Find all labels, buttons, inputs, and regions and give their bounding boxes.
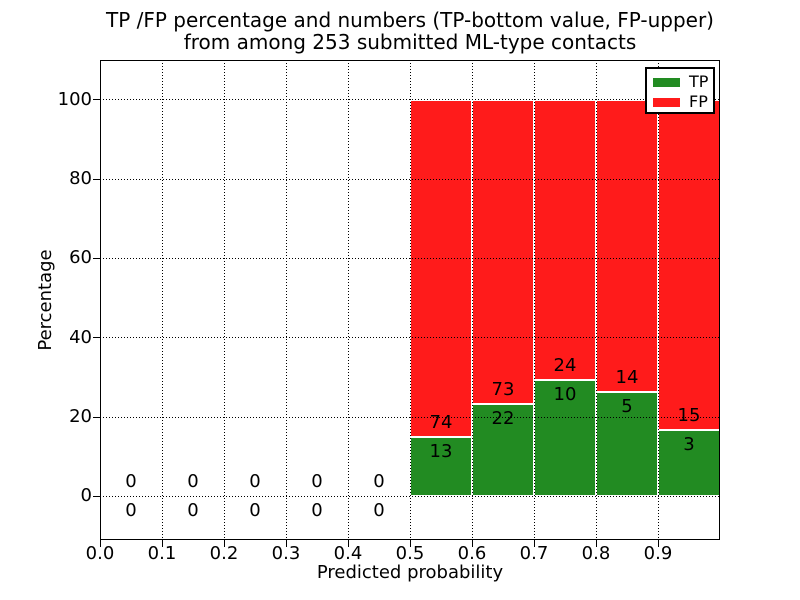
- bar-label-fp-count: 24: [553, 354, 577, 376]
- legend-row: TP: [653, 72, 713, 92]
- bar-segment-fp: [658, 99, 720, 431]
- bar-segment-fp: [534, 99, 596, 380]
- x-tick-label: 0.5: [395, 543, 425, 564]
- bar-label-fp-count: 14: [615, 366, 639, 388]
- x-axis-tick: [595, 540, 597, 547]
- legend-swatch-fp: [653, 97, 680, 107]
- x-tick-label: 0.7: [519, 543, 549, 564]
- x-tick-label: 0.3: [271, 543, 301, 564]
- x-axis-tick: [409, 540, 411, 547]
- gridline-vertical: [471, 60, 473, 540]
- bar-segment-fp: [596, 99, 658, 392]
- chart-title: TP /FP percentage and numbers (TP-bottom…: [100, 9, 720, 53]
- x-axis-tick: [657, 540, 659, 547]
- bar-label-tp-count: 0: [373, 500, 385, 522]
- gridline-vertical: [409, 60, 411, 540]
- x-tick-label: 0.2: [209, 543, 239, 564]
- gridline-horizontal: [100, 178, 720, 180]
- bar-label-tp-count: 13: [429, 441, 453, 463]
- bar-label-fp-count: 73: [491, 379, 515, 401]
- x-axis-tick: [471, 540, 473, 547]
- y-tick-label: 60: [69, 247, 92, 269]
- x-tick-label: 0.4: [333, 543, 363, 564]
- bar-segment-tp: [472, 404, 534, 497]
- y-tick-label: 80: [69, 168, 92, 189]
- gridline-horizontal: [100, 416, 720, 418]
- gridline-vertical: [161, 60, 163, 540]
- chart-title-line-1: TP /FP percentage and numbers (TP-bottom…: [106, 8, 714, 32]
- y-tick-label: 40: [69, 326, 92, 348]
- x-tick-label: 0.0: [85, 543, 115, 564]
- y-tick-label: 20: [69, 406, 92, 428]
- x-axis-tick: [161, 540, 163, 547]
- axes-frame: [100, 60, 720, 540]
- x-axis-tick: [347, 540, 349, 547]
- bar-label-fp-count: 74: [429, 412, 453, 434]
- y-axis-tick: [93, 257, 100, 259]
- x-axis-label: Predicted probability: [316, 562, 504, 583]
- gridline-horizontal: [100, 337, 720, 339]
- x-axis-tick: [533, 540, 535, 547]
- chart-title-line-2: from among 253 submitted ML-type contact…: [183, 30, 637, 54]
- legend-label: FP: [689, 92, 708, 111]
- gridline-vertical: [595, 60, 597, 540]
- y-axis-tick: [93, 99, 100, 101]
- bar-label-fp-count: 15: [677, 405, 701, 427]
- bar-label-fp-count: 0: [125, 471, 137, 493]
- bar-label-tp-count: 0: [125, 500, 137, 522]
- bar-label-tp-count: 10: [553, 383, 577, 405]
- y-axis-tick: [93, 416, 100, 418]
- gridline-vertical: [533, 60, 535, 540]
- y-axis-tick: [93, 178, 100, 180]
- gridline-vertical: [285, 60, 287, 540]
- x-tick-label: 0.6: [457, 543, 487, 564]
- bar-segment-tp: [658, 430, 720, 497]
- legend-box: TP FP: [645, 67, 715, 114]
- x-tick-label: 0.9: [643, 543, 673, 564]
- bar-segment-fp: [472, 99, 534, 405]
- gridline-vertical: [657, 60, 659, 540]
- x-tick-label: 0.1: [147, 543, 177, 564]
- y-axis-label: Percentage: [35, 249, 56, 351]
- gridline-horizontal: [100, 99, 720, 101]
- legend-label: TP: [689, 72, 709, 91]
- y-axis-tick: [93, 495, 100, 497]
- bar-label-fp-count: 0: [311, 471, 323, 493]
- y-tick-label: 100: [57, 88, 92, 110]
- x-axis-tick: [223, 540, 225, 547]
- y-axis-tick: [93, 337, 100, 339]
- x-tick-label: 0.8: [581, 543, 611, 564]
- gridline-vertical: [347, 60, 349, 540]
- bar-label-tp-count: 0: [311, 500, 323, 522]
- bar-label-fp-count: 0: [373, 471, 385, 493]
- bar-label-tp-count: 0: [249, 500, 261, 522]
- x-axis-tick: [285, 540, 287, 547]
- bar-label-fp-count: 0: [249, 471, 261, 493]
- gridline-horizontal: [100, 257, 720, 259]
- bar-label-tp-count: 5: [621, 395, 633, 417]
- gridline-vertical: [223, 60, 225, 540]
- gridline-horizontal: [100, 495, 720, 497]
- legend-swatch-tp: [653, 77, 680, 87]
- bar-label-tp-count: 3: [683, 434, 695, 456]
- x-axis-tick: [99, 540, 101, 547]
- plot-area: TP FP 0 20 40 60 80 100 0.0 0.1 0.2 0.3 0.4 0.5 0.6 0.…: [58, 60, 720, 564]
- bar-segment-tp: [596, 391, 658, 497]
- bar-label-tp-count: 0: [187, 500, 199, 522]
- bar-label-tp-count: 22: [491, 408, 515, 430]
- y-tick-label: 0: [80, 485, 92, 507]
- legend-row: FP: [653, 92, 713, 112]
- bar-label-fp-count: 0: [187, 471, 199, 493]
